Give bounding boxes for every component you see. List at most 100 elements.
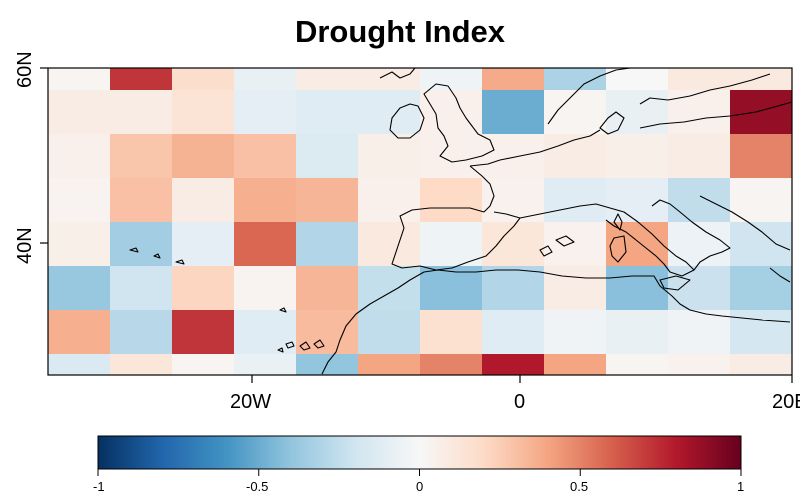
grid-cell xyxy=(296,68,359,91)
grid-cell xyxy=(606,134,669,179)
grid-cell xyxy=(358,90,421,135)
grid-cell xyxy=(234,90,297,135)
grid-cell xyxy=(544,178,607,223)
grid-cell xyxy=(110,178,173,223)
x-tick-label-0: 0 xyxy=(514,391,526,413)
grid-cell xyxy=(420,310,483,355)
grid-cell xyxy=(730,266,793,311)
grid-cell xyxy=(110,222,173,267)
grid-cell xyxy=(544,222,607,267)
grid-cell xyxy=(296,266,359,311)
grid-cell xyxy=(420,354,483,376)
grid-cell xyxy=(730,68,793,91)
grid-cell xyxy=(482,134,545,179)
grid-cell xyxy=(296,222,359,267)
grid-cell xyxy=(544,68,607,91)
grid-cell xyxy=(296,178,359,223)
grid-cell xyxy=(668,68,731,91)
grid-cell xyxy=(358,310,421,355)
grid-cell xyxy=(172,90,235,135)
grid-cell xyxy=(730,178,793,223)
grid-cell xyxy=(172,178,235,223)
grid-cell xyxy=(172,266,235,311)
grid-cell xyxy=(234,266,297,311)
grid-cell xyxy=(172,68,235,91)
grid-cell xyxy=(48,354,111,376)
grid-cell xyxy=(606,222,669,267)
grid-cell xyxy=(668,178,731,223)
grid-cell xyxy=(544,90,607,135)
grid-cell xyxy=(544,354,607,376)
colorbar-label-zero: 0 xyxy=(416,479,424,494)
grid-cell xyxy=(110,354,173,376)
grid-cell xyxy=(668,134,731,179)
grid-cell xyxy=(668,354,731,376)
plot-frame xyxy=(47,67,793,376)
grid-cell xyxy=(172,134,235,179)
grid-cell xyxy=(358,68,421,91)
grid-cell xyxy=(358,178,421,223)
grid-cell xyxy=(48,222,111,267)
grid-cell xyxy=(234,354,297,376)
grid-cell xyxy=(668,90,731,135)
grid-cell xyxy=(358,222,421,267)
grid-cell xyxy=(606,178,669,223)
grid-cell xyxy=(606,266,669,311)
colorbar-label-max: 1 xyxy=(737,479,745,494)
grid-cell xyxy=(482,68,545,91)
colorbar-label-pos-half: 0.5 xyxy=(570,479,589,494)
grid-cell xyxy=(172,354,235,376)
colorbar-gradient xyxy=(97,435,742,470)
grid-cell xyxy=(48,310,111,355)
grid-cell xyxy=(358,134,421,179)
colorbar-label-neg-half: -0.5 xyxy=(246,479,269,494)
grid-cell xyxy=(482,90,545,135)
grid-cell xyxy=(110,90,173,135)
grid-cell xyxy=(48,266,111,311)
grid-cell xyxy=(296,310,359,355)
grid-cell xyxy=(420,222,483,267)
grid-cell xyxy=(110,310,173,355)
grid-cell xyxy=(482,310,545,355)
x-tick-label-20w: 20W xyxy=(230,391,272,413)
grid-cell xyxy=(110,134,173,179)
grid-cell xyxy=(544,134,607,179)
drought-grid xyxy=(48,68,793,376)
grid-cell xyxy=(172,310,235,355)
grid-cell xyxy=(730,134,793,179)
grid-cell xyxy=(48,178,111,223)
grid-cell xyxy=(482,266,545,311)
grid-cell xyxy=(482,354,545,376)
grid-cell xyxy=(234,222,297,267)
grid-cell xyxy=(48,134,111,179)
grid-cell xyxy=(544,310,607,355)
grid-cell xyxy=(730,90,793,135)
grid-cell xyxy=(544,266,607,311)
grid-cell xyxy=(730,222,793,267)
chart-title: Drought Index xyxy=(294,14,506,49)
grid-cell xyxy=(234,310,297,355)
grid-cell xyxy=(296,90,359,135)
grid-cell xyxy=(296,134,359,179)
grid-cell xyxy=(358,266,421,311)
colorbar-label-min: -1 xyxy=(93,479,105,494)
grid-cell xyxy=(234,68,297,91)
grid-cell xyxy=(420,178,483,223)
grid-cell xyxy=(234,178,297,223)
grid-cell xyxy=(110,266,173,311)
grid-cell xyxy=(110,68,173,91)
grid-cell xyxy=(172,222,235,267)
grid-cell xyxy=(606,68,669,91)
coastlines xyxy=(129,67,793,375)
grid-cell xyxy=(48,90,111,135)
grid-cell xyxy=(482,222,545,267)
grid-cell xyxy=(420,134,483,179)
grid-cell xyxy=(668,222,731,267)
grid-cell xyxy=(420,90,483,135)
grid-cell xyxy=(48,68,111,91)
grid-cell xyxy=(420,266,483,311)
grid-cell xyxy=(606,354,669,376)
colorbar-ticks xyxy=(97,469,742,476)
